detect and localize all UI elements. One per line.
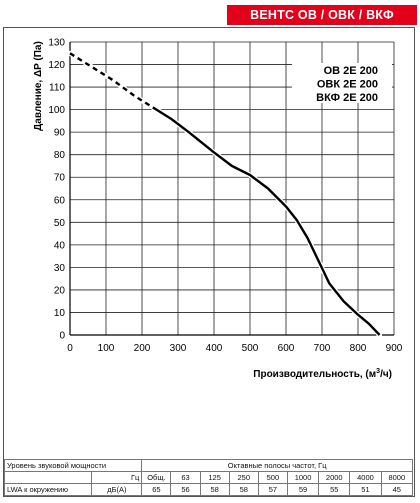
y-tick-label: 40: [54, 240, 66, 251]
x-tick-label: 800: [350, 343, 367, 354]
sound-table-total-header: Общ.: [141, 471, 172, 484]
x-tick-label: 0: [67, 343, 73, 354]
sound-table-title: Уровень звуковой мощности: [3, 459, 143, 472]
sound-table-frequency-cell: 500: [257, 471, 288, 484]
y-tick-label: 70: [54, 173, 66, 184]
sound-table-frequency-cell: 250: [228, 471, 259, 484]
y-tick-label: 0: [59, 331, 65, 342]
y-tick-label: 20: [54, 285, 66, 296]
sound-table-frequency-cell: 2000: [318, 471, 351, 484]
model-name-label: ОВК 2Е 200: [317, 79, 378, 91]
y-tick-label: 30: [54, 263, 66, 274]
sound-table-value-cell: 56: [170, 483, 201, 496]
chart-grid: [69, 41, 395, 336]
axis-ticks: 0 100 200 300 400 500 600 700 800 900 0 10 20 30 40 50 6…: [48, 38, 402, 355]
curve-solid-segment: [152, 106, 381, 336]
sound-table-frequency-cell: 4000: [349, 471, 382, 484]
sound-table-dba-unit: дБ(А): [91, 483, 143, 496]
sound-table-value-cell: 45: [380, 483, 414, 496]
sound-table-value-cell: 58: [199, 483, 230, 496]
y-tick-label: 110: [49, 83, 65, 94]
sound-table-row-frequencies: Гц Общ. 63 125 250 500 1000 2000 4000 8000: [3, 471, 414, 484]
model-name-label: ВКФ 2Е 200: [316, 92, 378, 104]
sound-table-hz-unit: Гц: [91, 471, 143, 484]
y-tick-label: 80: [54, 150, 66, 161]
chart-frame: [3, 27, 415, 497]
y-tick-label: 90: [54, 128, 66, 139]
sound-table-frequency-cell: 125: [199, 471, 230, 484]
y-tick-label: 50: [54, 218, 66, 229]
y-tick-label: 10: [54, 308, 66, 319]
model-label-box: [292, 63, 392, 103]
y-tick-label: 100: [48, 105, 65, 116]
sound-table-frequency-cell: 1000: [286, 471, 320, 484]
y-tick-label: 60: [54, 195, 66, 206]
x-axis-label: Производительность, (м3/ч): [253, 368, 392, 380]
pressure-flow-chart: 0 100 200 300 400 500 600 700 800 900 0 10 20 30 40 50 6…: [33, 38, 403, 381]
sound-table-value-cell: 51: [349, 483, 382, 496]
x-tick-label: 200: [134, 343, 151, 354]
sound-table-row-values: LWA к окружению дБ(А) 65 56 58 58 57 59 55 51 4…: [3, 483, 414, 496]
sound-table-value-cell: 59: [286, 483, 320, 496]
sound-table-empty-cell: [3, 471, 93, 484]
sound-table-value-cell: 57: [257, 483, 288, 496]
performance-curves: [67, 50, 383, 338]
sound-table-value-cell: 58: [228, 483, 259, 496]
x-tick-label: 600: [278, 343, 295, 354]
model-name-label: ОВ 2Е 200: [324, 65, 378, 77]
product-series-banner: ВЕНТС ОВ / ОВК / ВКФ: [227, 5, 417, 25]
sound-table-value-cell: 55: [318, 483, 351, 496]
sound-table-total-value: 65: [141, 483, 172, 496]
x-tick-label: 400: [206, 343, 223, 354]
curve-halo: [150, 104, 383, 338]
sound-table-row-header: Уровень звуковой мощности Октавные полос…: [3, 459, 413, 472]
x-tick-label: 900: [386, 343, 403, 354]
curve-dashed-segment: [69, 52, 154, 109]
y-axis-label: Давление, ΔP (Па): [33, 41, 44, 131]
sound-table-frequency-cell: 63: [170, 471, 201, 484]
sound-power-table: Уровень звуковой мощности Октавные полос…: [3, 459, 414, 496]
x-tick-label: 100: [98, 343, 115, 354]
sound-table-octave-title: Октавные полосы частот, Гц: [141, 459, 413, 472]
x-tick-label: 500: [242, 343, 259, 354]
sound-table-frequency-cell: 8000: [380, 471, 414, 484]
x-tick-label: 700: [314, 343, 331, 354]
sound-table-lwa-label: LWA к окружению: [3, 483, 93, 496]
y-tick-label: 120: [48, 60, 65, 71]
y-tick-label: 130: [48, 38, 65, 49]
x-tick-label: 300: [170, 343, 187, 354]
